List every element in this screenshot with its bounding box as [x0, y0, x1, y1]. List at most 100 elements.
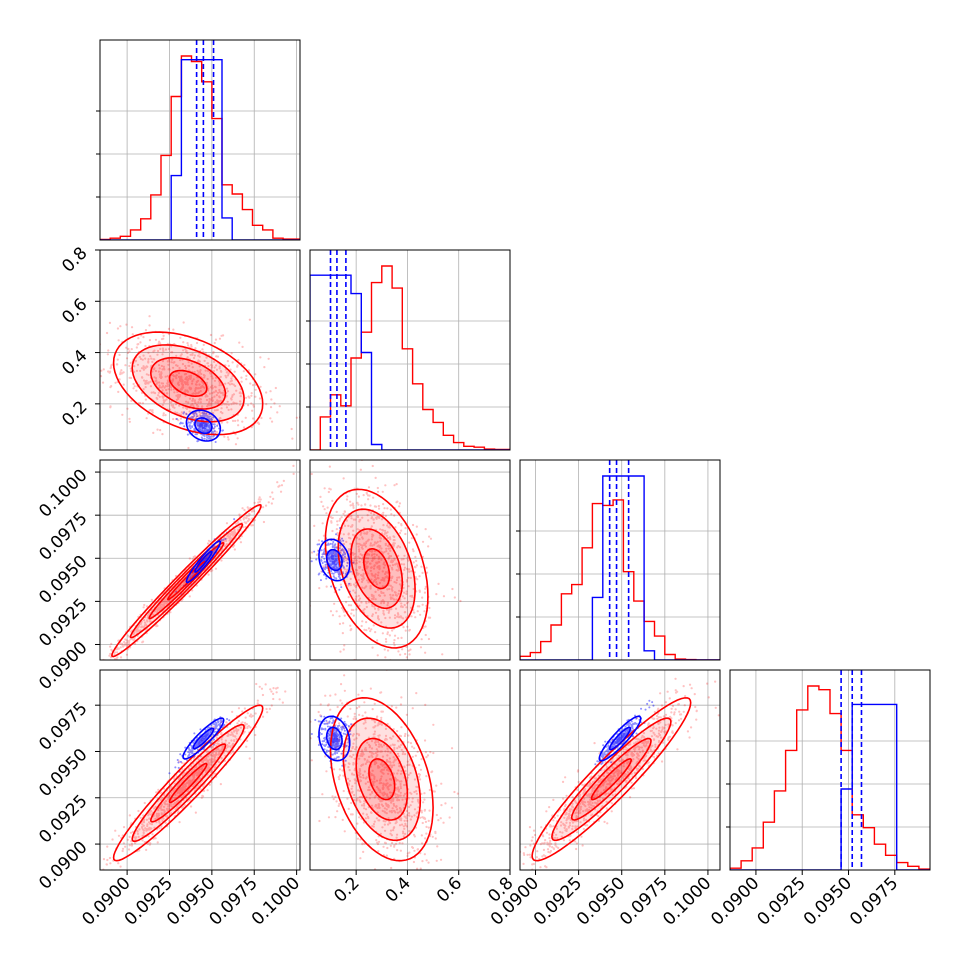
panel-frame — [99, 459, 301, 661]
y-tick-label: 0.0925 — [35, 791, 91, 847]
blue-contour — [325, 548, 343, 572]
panel-contents — [100, 460, 300, 660]
red-density-fill — [169, 370, 207, 397]
y-tick-label: 0.0975 — [35, 699, 91, 755]
panel-frame — [99, 249, 301, 451]
panel-frame — [99, 669, 301, 871]
red-contour — [368, 758, 396, 801]
red-histogram — [730, 685, 930, 870]
red-histogram — [310, 265, 510, 450]
red-density-fill — [356, 738, 408, 820]
red-scatter-points — [310, 670, 459, 870]
panel-frame — [309, 669, 511, 871]
y-tick-label: 0.8 — [58, 243, 91, 276]
blue-contour — [318, 538, 351, 582]
panel-frame — [519, 669, 721, 871]
blue-contour — [608, 726, 632, 751]
panel-contents — [100, 250, 300, 450]
red-density-fill — [169, 763, 207, 803]
x-tick-label: 0.0900 — [707, 873, 763, 929]
red-density-fill — [132, 344, 245, 422]
y-tick-label: 0.0900 — [35, 837, 91, 893]
x-tick-label: 0.4 — [382, 873, 415, 906]
histogram-panel-1 — [96, 39, 301, 241]
y-tick-label: 0.1000 — [35, 465, 91, 521]
blue-density-fill — [198, 733, 209, 744]
red-density-fill — [132, 724, 245, 842]
red-contour — [112, 331, 264, 436]
blue-contour — [194, 550, 213, 573]
blue-density-fill — [330, 554, 339, 566]
y-tick-label: 0.2 — [58, 397, 91, 430]
blue-contour — [325, 726, 343, 751]
x-tick-label: 0.1000 — [659, 873, 715, 929]
red-contour — [168, 762, 208, 804]
blue-contour — [598, 715, 642, 762]
scatter-panel-1-3 — [99, 459, 301, 661]
panel-frame — [729, 669, 931, 871]
blue-contour — [182, 717, 225, 760]
histogram-series-group — [520, 460, 720, 660]
red-contour — [590, 758, 633, 801]
blue-contour — [185, 540, 222, 584]
y-tick-label: 0.0950 — [35, 745, 91, 801]
red-contour — [337, 508, 416, 629]
red-density-fill — [338, 509, 416, 629]
red-density-fill — [351, 529, 403, 609]
red-contour — [168, 369, 208, 398]
histogram-series-group — [730, 670, 930, 870]
panel-frame — [99, 39, 301, 241]
red-contour — [112, 704, 264, 862]
red-contour — [111, 503, 262, 658]
red-density-fill — [150, 357, 226, 409]
panel-contents — [520, 670, 720, 870]
panel-frame — [309, 459, 511, 661]
red-histogram — [100, 55, 300, 240]
red-contour — [551, 717, 672, 842]
red-density-fill — [363, 548, 390, 589]
red-contour — [355, 737, 409, 821]
blue-contour — [318, 715, 351, 762]
histogram-panel-2 — [306, 249, 511, 451]
red-density-fill — [369, 758, 395, 800]
blue-histogram — [730, 703, 930, 870]
red-contour — [531, 697, 692, 862]
blue-scatter-points — [310, 527, 355, 593]
panel-contents — [310, 460, 510, 660]
blue-density-fill — [199, 421, 208, 430]
red-density-fill — [343, 718, 421, 841]
blue-histogram — [310, 274, 510, 450]
x-tick-label: 0.0925 — [754, 873, 810, 929]
scatter-panel-1-4 — [99, 669, 301, 871]
red-contour — [570, 737, 652, 821]
red-contour — [131, 723, 245, 843]
red-density-fill — [591, 758, 632, 800]
blue-scatter-points — [175, 407, 224, 443]
blue-density-fill — [614, 733, 626, 745]
x-tick-label: 0.1000 — [248, 873, 304, 929]
blue-histogram — [520, 475, 720, 660]
red-contour — [362, 547, 391, 590]
scatter-panel-1-2 — [99, 249, 301, 451]
red-density-fill — [551, 718, 671, 841]
y-tick-label: 0.4 — [58, 346, 91, 379]
histogram-panel-4 — [726, 669, 931, 871]
x-tick-label: 0.0975 — [846, 873, 902, 929]
blue-histogram — [100, 59, 300, 240]
blue-contour — [192, 727, 215, 750]
x-tick-label: 0.6 — [433, 873, 466, 906]
histogram-series-group — [310, 250, 510, 450]
red-contour — [131, 344, 245, 423]
histogram-panel-3 — [516, 459, 721, 661]
scatter-panel-3-4 — [519, 669, 721, 871]
x-tick-label: 0.2 — [330, 873, 363, 906]
red-contour — [329, 696, 434, 862]
panel-contents — [310, 670, 510, 870]
blue-contour — [194, 417, 213, 435]
red-contour — [350, 528, 404, 610]
blue-density-fill — [609, 727, 631, 750]
red-contour — [149, 743, 227, 823]
scatter-panel-2-3 — [309, 459, 511, 661]
panel-frame — [519, 459, 721, 661]
